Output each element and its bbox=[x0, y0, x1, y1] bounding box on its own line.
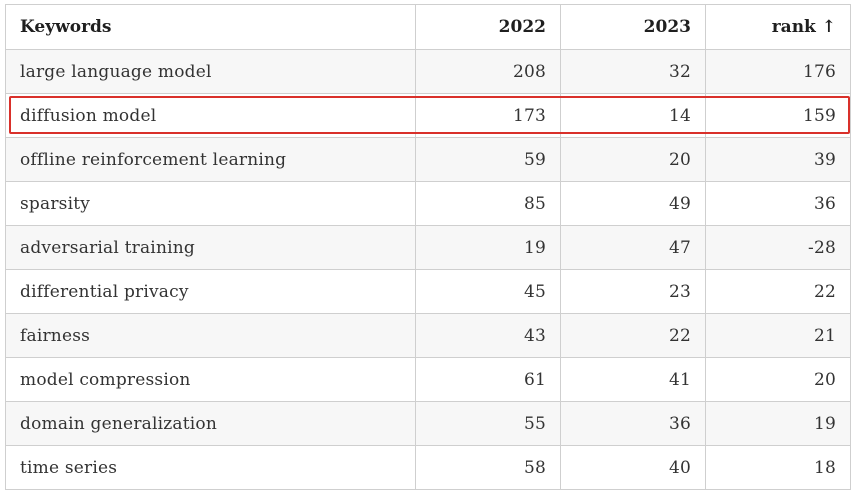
cell-2022: 55 bbox=[415, 401, 561, 446]
cell-rank: 19 bbox=[705, 401, 851, 446]
cell-keyword: model compression bbox=[5, 357, 416, 402]
cell-2022: 59 bbox=[415, 137, 561, 182]
table-row: domain generalization 55 36 19 bbox=[5, 401, 851, 446]
cell-keyword: fairness bbox=[5, 313, 416, 358]
cell-keyword: offline reinforcement learning bbox=[5, 137, 416, 182]
header-2023[interactable]: 2023 bbox=[560, 4, 706, 50]
cell-keyword: diffusion model bbox=[5, 93, 416, 138]
table-row: time series 58 40 18 bbox=[5, 445, 851, 490]
cell-rank: 36 bbox=[705, 181, 851, 226]
cell-rank: 176 bbox=[705, 49, 851, 94]
keywords-table: Keywords 2022 2023 rank ↑ large language… bbox=[5, 4, 851, 490]
table-body: large language model 208 32 176 diffusio… bbox=[5, 49, 851, 490]
cell-rank: 39 bbox=[705, 137, 851, 182]
table-row: fairness 43 22 21 bbox=[5, 313, 851, 358]
cell-2022: 85 bbox=[415, 181, 561, 226]
cell-keyword: domain generalization bbox=[5, 401, 416, 446]
cell-2023: 14 bbox=[560, 93, 706, 138]
cell-rank: 159 bbox=[705, 93, 851, 138]
cell-2022: 43 bbox=[415, 313, 561, 358]
cell-2022: 19 bbox=[415, 225, 561, 270]
cell-keyword: large language model bbox=[5, 49, 416, 94]
cell-2023: 23 bbox=[560, 269, 706, 314]
cell-2023: 41 bbox=[560, 357, 706, 402]
cell-2023: 47 bbox=[560, 225, 706, 270]
cell-rank: 21 bbox=[705, 313, 851, 358]
cell-2023: 32 bbox=[560, 49, 706, 94]
cell-keyword: adversarial training bbox=[5, 225, 416, 270]
table-row-highlighted: diffusion model 173 14 159 bbox=[5, 93, 851, 138]
table-row: differential privacy 45 23 22 bbox=[5, 269, 851, 314]
cell-2022: 61 bbox=[415, 357, 561, 402]
cell-2022: 58 bbox=[415, 445, 561, 490]
cell-keyword: differential privacy bbox=[5, 269, 416, 314]
cell-2023: 20 bbox=[560, 137, 706, 182]
cell-keyword: sparsity bbox=[5, 181, 416, 226]
header-keywords[interactable]: Keywords bbox=[5, 4, 416, 50]
cell-rank: 18 bbox=[705, 445, 851, 490]
cell-keyword: time series bbox=[5, 445, 416, 490]
cell-2023: 22 bbox=[560, 313, 706, 358]
header-rank-sort[interactable]: rank ↑ bbox=[705, 4, 851, 50]
cell-2022: 208 bbox=[415, 49, 561, 94]
table-row: adversarial training 19 47 -28 bbox=[5, 225, 851, 270]
header-row: Keywords 2022 2023 rank ↑ bbox=[5, 4, 851, 50]
table-row: large language model 208 32 176 bbox=[5, 49, 851, 94]
table-row: offline reinforcement learning 59 20 39 bbox=[5, 137, 851, 182]
table-header: Keywords 2022 2023 rank ↑ bbox=[5, 4, 851, 50]
cell-2022: 45 bbox=[415, 269, 561, 314]
keywords-table-container: Keywords 2022 2023 rank ↑ large language… bbox=[5, 4, 851, 490]
table-row: sparsity 85 49 36 bbox=[5, 181, 851, 226]
cell-2023: 49 bbox=[560, 181, 706, 226]
cell-rank: -28 bbox=[705, 225, 851, 270]
cell-rank: 20 bbox=[705, 357, 851, 402]
cell-2022: 173 bbox=[415, 93, 561, 138]
cell-rank: 22 bbox=[705, 269, 851, 314]
header-2022[interactable]: 2022 bbox=[415, 4, 561, 50]
cell-2023: 36 bbox=[560, 401, 706, 446]
cell-2023: 40 bbox=[560, 445, 706, 490]
table-row: model compression 61 41 20 bbox=[5, 357, 851, 402]
